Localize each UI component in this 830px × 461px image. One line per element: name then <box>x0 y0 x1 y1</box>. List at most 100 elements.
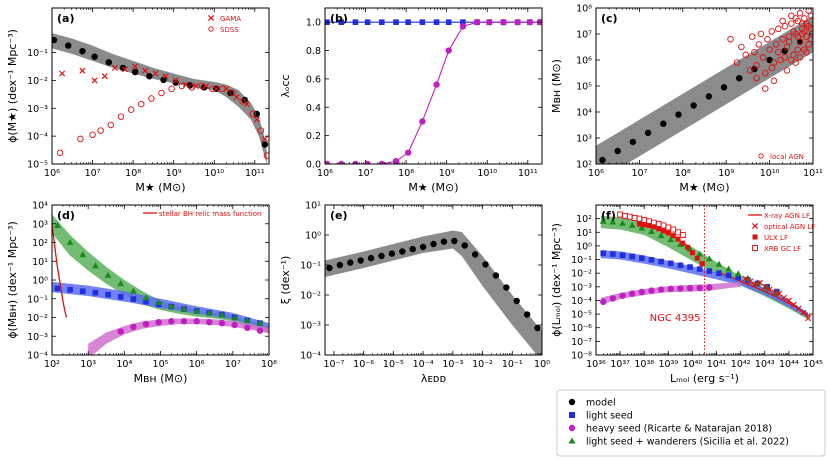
point-c-1-40 <box>775 48 782 56</box>
point-d-1-3 <box>155 318 162 326</box>
point-f-1-2 <box>619 292 626 299</box>
axes-frame-f <box>595 204 814 356</box>
point-a-1-6 <box>132 63 139 70</box>
point-c-0-8 <box>720 84 728 91</box>
point-f-4-0 <box>617 211 624 218</box>
band-c-0 <box>596 15 813 164</box>
point-c-1-57 <box>798 20 806 27</box>
xtick-label-a-2: 10⁸ <box>125 168 141 179</box>
point-f-5-13 <box>805 315 812 322</box>
point-d-0-6 <box>130 296 137 302</box>
xtick-label-c-4: 10¹⁰ <box>760 168 780 179</box>
point-f-0-13 <box>725 272 732 279</box>
ytick-label-d-2: 10⁻² <box>27 313 48 324</box>
point-c-0-2 <box>629 138 637 146</box>
xtick-label-e-1: 10⁻⁶ <box>353 359 374 370</box>
point-a-1-16 <box>233 94 240 101</box>
ytick-label-b-4: 0.8 <box>306 46 321 57</box>
ytick-label-e-5: 10¹ <box>305 201 321 212</box>
point-d-1-8 <box>218 319 226 327</box>
legend-marker-f-3 <box>752 245 758 251</box>
xtick-label-a-5: 10¹¹ <box>245 168 265 179</box>
ylabel-a: ϕ(M★) (dex⁻¹ Mpc⁻³) <box>6 29 19 143</box>
point-d-0-3 <box>92 289 99 296</box>
point-c-1-17 <box>775 25 782 33</box>
point-f-3-4 <box>656 226 662 232</box>
point-a-2-6 <box>127 106 135 113</box>
ytick-label-b-3: 0.6 <box>306 74 321 85</box>
xtick-label-a-4: 10¹⁰ <box>204 168 224 179</box>
point-a-1-12 <box>192 82 200 90</box>
point-b-1-6 <box>404 149 412 156</box>
point-b-0-5 <box>393 19 399 25</box>
point-d-2-3 <box>92 262 99 269</box>
band-f-2 <box>600 282 741 305</box>
point-f-4-4 <box>636 215 643 222</box>
point-b-1-1 <box>338 160 345 164</box>
panel-label-b: (b) <box>330 12 348 25</box>
point-f-3-10 <box>685 244 691 250</box>
point-a-2-13 <box>198 82 206 90</box>
point-c-1-7 <box>753 61 760 69</box>
point-f-1-6 <box>657 286 665 293</box>
point-e-0-9 <box>419 243 427 251</box>
xtick-label-c-5: 10¹¹ <box>803 168 823 179</box>
ytick-label-d-3: 10⁻¹ <box>27 294 48 305</box>
series-line-b-1 <box>327 21 540 164</box>
point-c-1-16 <box>772 41 780 48</box>
xlabel-b: M★ (M⊙) <box>408 181 458 194</box>
point-c-1-14 <box>768 28 776 35</box>
point-f-4-11 <box>670 226 677 233</box>
ytick-label-c-5: 10⁷ <box>576 30 592 41</box>
xtick-label-d-5: 10⁷ <box>225 359 241 370</box>
point-c-0-1 <box>614 147 621 155</box>
point-a-2-18 <box>249 110 257 118</box>
point-c-0-3 <box>644 129 652 136</box>
axes-frame-e <box>324 204 543 356</box>
point-b-1-4 <box>378 160 385 164</box>
point-e-0-6 <box>388 250 396 257</box>
xtick-label-b-3: 10⁹ <box>439 168 455 179</box>
band-a-0 <box>52 33 267 164</box>
point-c-0-0 <box>599 156 606 164</box>
point-b-0-6 <box>405 19 411 25</box>
point-d-2-11 <box>193 307 201 314</box>
point-b-1-3 <box>364 160 371 164</box>
point-f-4-5 <box>641 217 648 223</box>
legend-label-f-1: optical AGN LF <box>764 223 815 231</box>
point-d-1-6 <box>193 318 200 325</box>
point-a-0-7 <box>146 73 153 80</box>
xlabel-d: Mʙʜ (M⊙) <box>134 372 188 385</box>
point-f-3-13 <box>699 261 705 267</box>
point-f-2-7 <box>667 236 675 243</box>
xtick-label-c-0: 10⁶ <box>588 168 604 179</box>
point-c-1-37 <box>796 9 804 17</box>
point-d-1-2 <box>142 320 150 328</box>
point-c-0-11 <box>766 56 773 64</box>
point-d-0-1 <box>67 286 73 293</box>
ytick-label-e-4: 10⁰ <box>305 231 321 242</box>
point-c-1-12 <box>764 35 771 43</box>
point-a-0-3 <box>91 53 98 60</box>
xtick-label-d-6: 10⁸ <box>261 359 277 370</box>
point-d-0-5 <box>117 294 124 300</box>
point-d-2-8 <box>155 298 163 305</box>
point-b-0-2 <box>352 19 359 25</box>
point-c-1-23 <box>788 20 795 27</box>
point-c-1-49 <box>762 85 769 92</box>
point-f-2-11 <box>705 255 713 262</box>
point-b-0-3 <box>364 19 371 25</box>
point-e-0-13 <box>461 242 468 249</box>
point-f-1-4 <box>638 288 646 296</box>
point-c-1-59 <box>807 35 813 43</box>
point-c-1-46 <box>803 20 810 27</box>
point-f-1-8 <box>677 285 684 292</box>
point-c-1-4 <box>746 67 754 74</box>
ylabel-b: λₒᴄᴄ <box>279 74 292 97</box>
ytick-label-b-1: 0.2 <box>306 131 321 142</box>
ytick-label-c-6: 10⁸ <box>576 4 592 15</box>
point-f-4-1 <box>621 212 628 219</box>
point-a-2-5 <box>117 113 125 120</box>
point-f-0-1 <box>610 251 616 257</box>
band-f-0 <box>600 215 809 320</box>
